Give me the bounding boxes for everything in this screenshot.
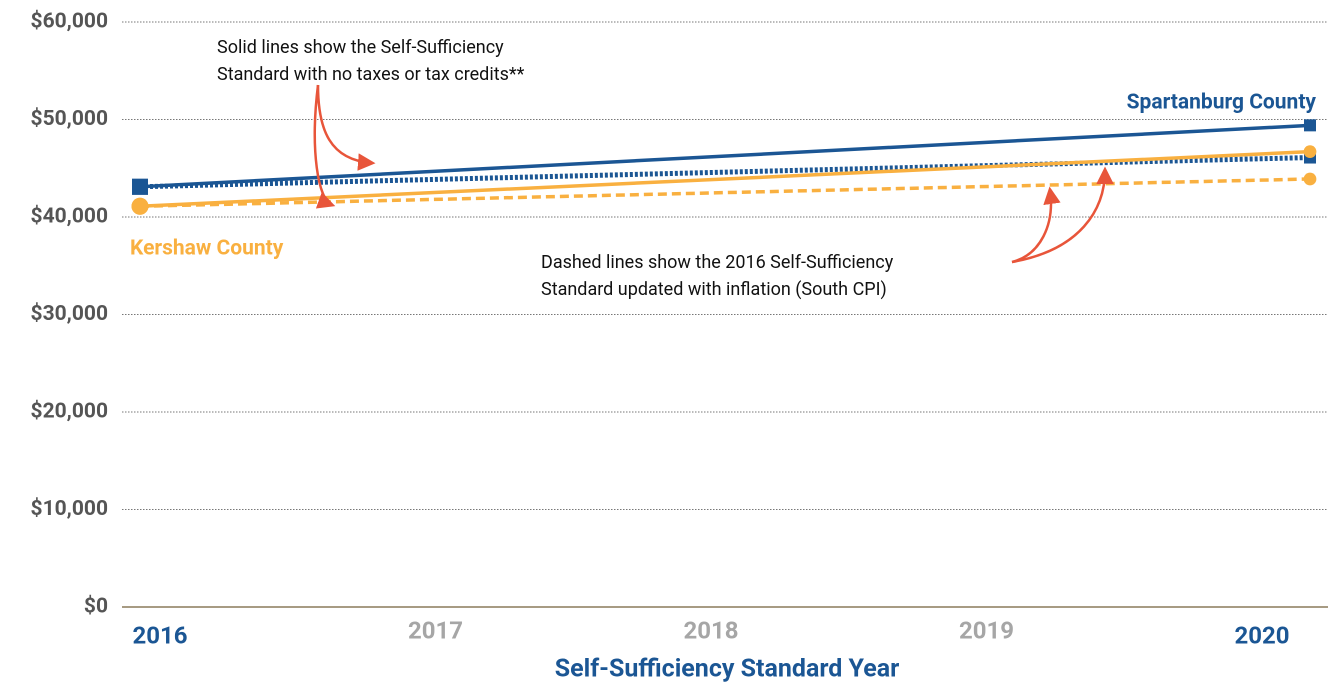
x-tick-label: 2016 xyxy=(132,621,187,649)
y-tick-label: $40,000 xyxy=(31,205,108,229)
marker xyxy=(132,178,148,195)
x-axis-title: Self-Sufficiency Standard Year xyxy=(555,655,900,684)
series-label: Spartanburg County xyxy=(1127,91,1317,115)
annotation: Standard updated with inflation (South C… xyxy=(541,279,887,300)
annotation: Dashed lines show the 2016 Self-Sufficie… xyxy=(541,252,894,273)
arrow xyxy=(313,84,336,209)
arrow xyxy=(316,84,376,171)
annotation: Standard with no taxes or tax credits** xyxy=(217,64,525,85)
y-tick-label: $60,000 xyxy=(31,10,108,34)
y-tick-label: $20,000 xyxy=(31,400,108,424)
y-tick-label: $10,000 xyxy=(31,497,108,521)
x-tick-label: 2018 xyxy=(683,616,738,644)
marker xyxy=(1304,119,1316,132)
y-tick-label: $50,000 xyxy=(31,107,108,131)
marker xyxy=(1303,145,1317,159)
x-tick-label: 2019 xyxy=(959,616,1014,644)
series-line xyxy=(139,123,1311,189)
arrow xyxy=(1011,186,1061,264)
marker xyxy=(131,197,149,215)
arrow xyxy=(1011,166,1114,264)
marker xyxy=(1303,172,1317,186)
series-label: Kershaw County xyxy=(130,237,284,261)
annotation: Solid lines show the Self-Sufficiency xyxy=(217,37,504,58)
x-tick-label: 2017 xyxy=(408,616,463,644)
y-tick-label: $0 xyxy=(84,595,108,619)
x-tick-label: 2020 xyxy=(1234,621,1289,649)
y-tick-label: $30,000 xyxy=(31,302,108,326)
